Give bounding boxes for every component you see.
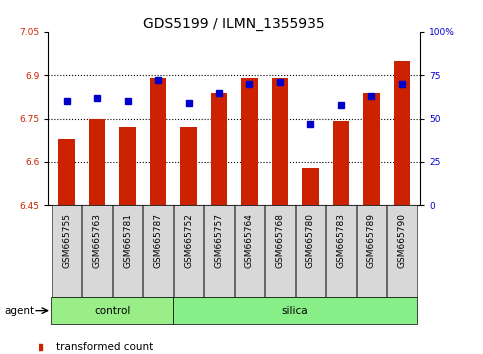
Text: GSM665755: GSM665755 (62, 213, 71, 268)
Bar (327, 205, 355, 297)
Text: GSM665787: GSM665787 (154, 213, 163, 268)
Bar (333, 121, 349, 205)
Bar (173, 297, 417, 324)
Bar (52, 205, 81, 297)
Bar (51, 297, 173, 324)
Text: GSM665780: GSM665780 (306, 213, 315, 268)
Bar (394, 61, 410, 205)
Bar (271, 78, 288, 205)
Bar (83, 205, 112, 297)
Bar (296, 205, 325, 297)
Text: GSM665764: GSM665764 (245, 213, 254, 268)
Text: GSM665757: GSM665757 (214, 213, 224, 268)
Bar (387, 205, 416, 297)
Bar (119, 127, 136, 205)
Bar (143, 205, 173, 297)
Bar (265, 205, 295, 297)
Bar (150, 78, 167, 205)
Bar (363, 93, 380, 205)
Bar (302, 168, 319, 205)
Text: silica: silica (282, 306, 309, 316)
Text: GSM665789: GSM665789 (367, 213, 376, 268)
Bar (89, 119, 105, 205)
Text: GSM665790: GSM665790 (398, 213, 406, 268)
Text: GSM665781: GSM665781 (123, 213, 132, 268)
Bar (204, 205, 234, 297)
Text: GSM665768: GSM665768 (275, 213, 284, 268)
Text: GSM665763: GSM665763 (93, 213, 101, 268)
Bar (211, 93, 227, 205)
Title: GDS5199 / ILMN_1355935: GDS5199 / ILMN_1355935 (143, 17, 325, 31)
Text: control: control (94, 306, 130, 316)
Bar (235, 205, 264, 297)
Bar (357, 205, 386, 297)
Bar (174, 205, 203, 297)
Text: agent: agent (5, 306, 35, 316)
Bar (113, 205, 142, 297)
Text: transformed count: transformed count (56, 342, 153, 352)
Text: GSM665783: GSM665783 (337, 213, 345, 268)
Bar (180, 127, 197, 205)
Bar (58, 139, 75, 205)
Text: GSM665752: GSM665752 (184, 213, 193, 268)
Bar (241, 78, 258, 205)
